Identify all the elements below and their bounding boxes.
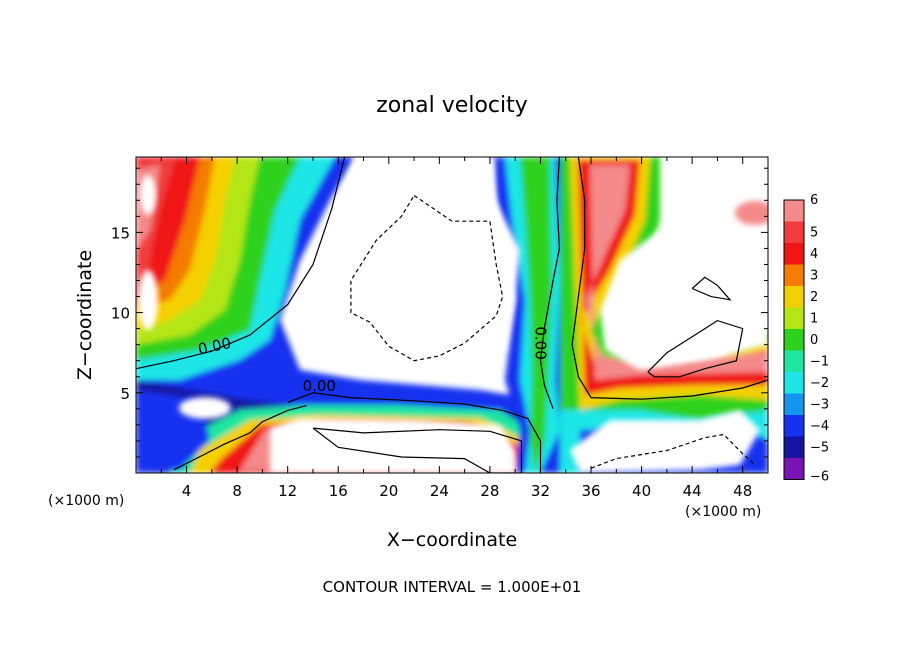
colorbar-label: −1 xyxy=(810,354,829,369)
colorbar-swatch xyxy=(784,329,804,351)
x-tick-label: 36 xyxy=(581,482,600,500)
colorbar-label: 2 xyxy=(810,290,818,305)
field-blob-top-right xyxy=(735,201,768,225)
colorbar-swatch xyxy=(784,350,804,372)
contour-zero-bottom xyxy=(173,405,307,471)
x-tick-label: 28 xyxy=(480,482,499,500)
contour-zero-lower xyxy=(287,392,542,473)
y-tick-label: 10 xyxy=(111,305,130,323)
contour-right-loop xyxy=(647,319,744,378)
contour-negative-loop xyxy=(350,195,504,362)
colorbar-swatch xyxy=(784,436,804,458)
colorbar-label: 5 xyxy=(810,225,818,240)
y-tick-label: 15 xyxy=(111,224,130,242)
x-tick-label: 12 xyxy=(278,482,297,500)
x-tick-label: 32 xyxy=(531,482,550,500)
colorbar: 6 5 4 3 2 1 0 −1 −2 −3 −4 −5 −6 xyxy=(783,193,829,484)
colorbar-label: −4 xyxy=(810,419,829,434)
colorbar-label: 1 xyxy=(810,311,818,326)
colorbar-label: −5 xyxy=(810,440,829,455)
white-region-upper-middle xyxy=(300,157,520,375)
colorbar-swatch xyxy=(784,372,804,394)
colorbar-swatch xyxy=(784,264,804,286)
plot-frame xyxy=(135,156,769,474)
colorbar-swatch xyxy=(784,458,804,480)
colorbar-label: 6 xyxy=(810,193,818,208)
colorbar-label: −2 xyxy=(810,376,829,391)
contour-negative-bottom xyxy=(590,433,756,469)
contour-interval-footer: CONTOUR INTERVAL = 1.000E+01 xyxy=(323,578,582,596)
contour-zero-right xyxy=(571,157,768,400)
x-axis-label: X−coordinate xyxy=(387,529,517,551)
contour-label: 0.00 xyxy=(303,377,336,395)
colorbar-swatch xyxy=(784,415,804,437)
x-tick-label: 24 xyxy=(430,482,449,500)
colorbar-label: −6 xyxy=(810,469,829,484)
colorbar-swatch xyxy=(784,307,804,329)
x-unit-label-right: (×1000 m) xyxy=(685,504,761,520)
contour-inner-loop xyxy=(312,427,523,473)
colorbar-label: 4 xyxy=(810,247,818,262)
white-region-bottom-right xyxy=(570,410,760,473)
y-axis-label: Z−coordinate xyxy=(74,250,96,380)
contour-zero-left xyxy=(136,157,346,370)
colorbar-frame xyxy=(783,199,805,480)
x-tick-label: 40 xyxy=(632,482,651,500)
contour-zero-vertical xyxy=(539,157,561,410)
x-unit-label-left: (×1000 m) xyxy=(48,493,124,509)
colorbar-swatch xyxy=(784,243,804,265)
y-tick-label: 5 xyxy=(120,385,130,403)
white-region-left-blob xyxy=(179,397,231,419)
contour-small-loop xyxy=(691,276,732,301)
colorbar-swatch xyxy=(784,221,804,243)
white-region-right xyxy=(600,230,768,370)
contour-label: 0.00 xyxy=(531,326,549,359)
x-tick-label: 44 xyxy=(683,482,702,500)
y-axis-ticks: 5 10 15 xyxy=(111,167,768,458)
x-tick-label: 8 xyxy=(232,482,242,500)
chart-title: zonal velocity xyxy=(376,93,528,118)
colorbar-label: 3 xyxy=(810,268,818,283)
x-tick-label: 16 xyxy=(329,482,348,500)
colorbar-swatch xyxy=(784,286,804,308)
contour-lines xyxy=(136,157,768,473)
x-tick-label: 4 xyxy=(182,482,192,500)
colorbar-label: −3 xyxy=(810,397,829,412)
x-axis-ticks: 4 8 12 16 20 24 28 32 36 40 44 48 xyxy=(160,157,752,500)
x-tick-label: 20 xyxy=(379,482,398,500)
colorbar-label: 0 xyxy=(810,333,818,348)
white-region-lower-middle xyxy=(270,418,515,473)
colorbar-swatch xyxy=(784,393,804,415)
x-tick-label: 48 xyxy=(733,482,752,500)
colorbar-swatch xyxy=(784,200,804,222)
velocity-field: 0.000.000.00 xyxy=(136,157,768,473)
